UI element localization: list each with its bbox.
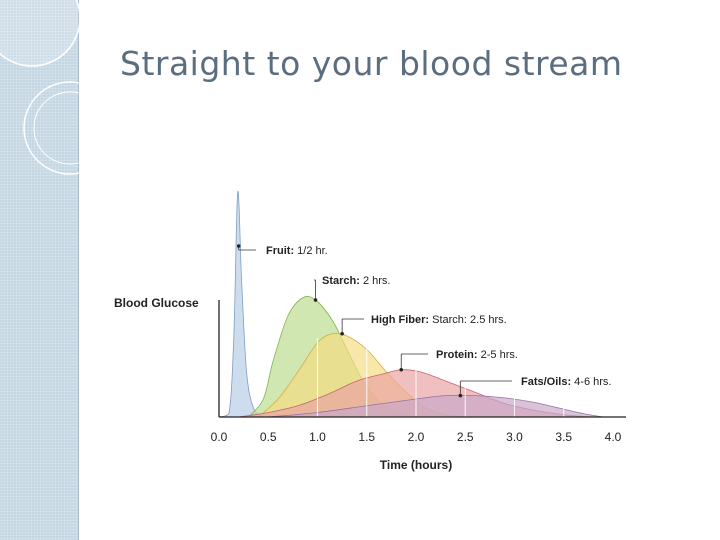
x-tick-label: 4.0 xyxy=(605,430,622,444)
annotation-duration: Starch: 2.5 hrs. xyxy=(429,314,507,326)
x-tick-label: 1.5 xyxy=(358,430,375,444)
x-tick-label: 2.0 xyxy=(408,430,425,444)
slide-title: Straight to your blood stream xyxy=(120,44,623,83)
area-fruit xyxy=(218,190,265,418)
annotation-series-name: High Fiber: xyxy=(371,314,429,326)
annotation-label: Protein: 2-5 hrs. xyxy=(436,349,518,361)
area-fats-oils xyxy=(268,394,604,418)
annotation-series-name: Fats/Oils: xyxy=(521,376,571,388)
x-tick-label: 1.0 xyxy=(309,430,326,444)
sidebar-panel xyxy=(0,0,79,540)
annotation-duration: 1/2 hr. xyxy=(294,245,328,257)
annotation-label: High Fiber: Starch: 2.5 hrs. xyxy=(371,314,507,326)
annotation-dot xyxy=(236,244,241,248)
y-axis-label: Blood Glucose xyxy=(114,296,199,310)
time-drop-lines xyxy=(316,338,565,417)
blood-glucose-chart: 0.0 0.5 1.0 1.5 2.0 2.5 3.0 3.5 4.0 Blood Glucos… xyxy=(114,190,626,472)
annotation-duration: 2 hrs. xyxy=(360,275,391,287)
x-tick-label: 2.5 xyxy=(457,430,474,444)
x-axis-label: Time (hours) xyxy=(380,458,452,472)
series-annotations: Fruit: 1/2 hr. Starch: 2 hrs. High Fiber: … xyxy=(236,244,611,398)
annotation-dot xyxy=(313,298,318,302)
annotation-duration: 2-5 hrs. xyxy=(478,349,518,361)
annotation-series-name: Fruit: xyxy=(266,245,294,257)
annotation-series-name: Starch: xyxy=(322,275,360,287)
x-tick-label: 3.5 xyxy=(555,430,572,444)
x-tick-labels: 0.0 0.5 1.0 1.5 2.0 2.5 3.0 3.5 4.0 xyxy=(211,430,622,444)
annotation-label: Fruit: 1/2 hr. xyxy=(266,245,328,257)
annotation-duration: 4-6 hrs. xyxy=(571,376,611,388)
x-tick-label: 0.0 xyxy=(211,430,228,444)
annotation-dot xyxy=(340,331,344,336)
annotation-label: Starch: 2 hrs. xyxy=(322,275,390,287)
annotation-dot xyxy=(399,367,404,372)
series-areas xyxy=(218,190,604,418)
annotation-dot xyxy=(458,393,463,398)
annotation-label: Fats/Oils: 4-6 hrs. xyxy=(521,376,611,388)
annotation-series-name: Protein: xyxy=(436,349,478,361)
x-tick-label: 0.5 xyxy=(260,430,277,444)
x-tick-label: 3.0 xyxy=(506,430,523,444)
